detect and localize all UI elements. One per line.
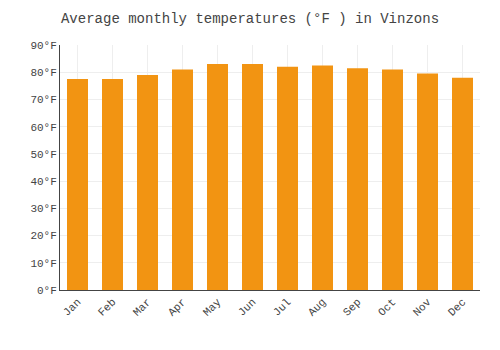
svg-text:30°F: 30°F <box>30 203 56 215</box>
svg-text:Jun: Jun <box>236 296 258 318</box>
svg-text:Average monthly temperatures (: Average monthly temperatures (°F ) in Vi… <box>61 11 439 27</box>
svg-text:0°F: 0°F <box>37 285 57 297</box>
svg-text:Oct: Oct <box>376 296 398 318</box>
svg-text:May: May <box>201 296 224 319</box>
svg-text:Feb: Feb <box>96 296 118 318</box>
svg-text:Jul: Jul <box>271 296 293 318</box>
svg-text:70°F: 70°F <box>30 94 56 106</box>
svg-text:50°F: 50°F <box>30 149 56 161</box>
svg-text:40°F: 40°F <box>30 176 56 188</box>
svg-text:90°F: 90°F <box>30 40 56 52</box>
svg-text:Jan: Jan <box>61 296 83 318</box>
svg-text:Sep: Sep <box>341 296 363 318</box>
svg-text:20°F: 20°F <box>30 230 56 242</box>
svg-text:60°F: 60°F <box>30 122 56 134</box>
svg-text:Aug: Aug <box>306 296 328 318</box>
svg-text:80°F: 80°F <box>30 67 56 79</box>
svg-text:Mar: Mar <box>131 296 153 318</box>
svg-text:Dec: Dec <box>446 296 468 318</box>
svg-text:Apr: Apr <box>166 296 188 318</box>
svg-text:10°F: 10°F <box>30 258 56 270</box>
svg-text:Nov: Nov <box>411 296 434 319</box>
